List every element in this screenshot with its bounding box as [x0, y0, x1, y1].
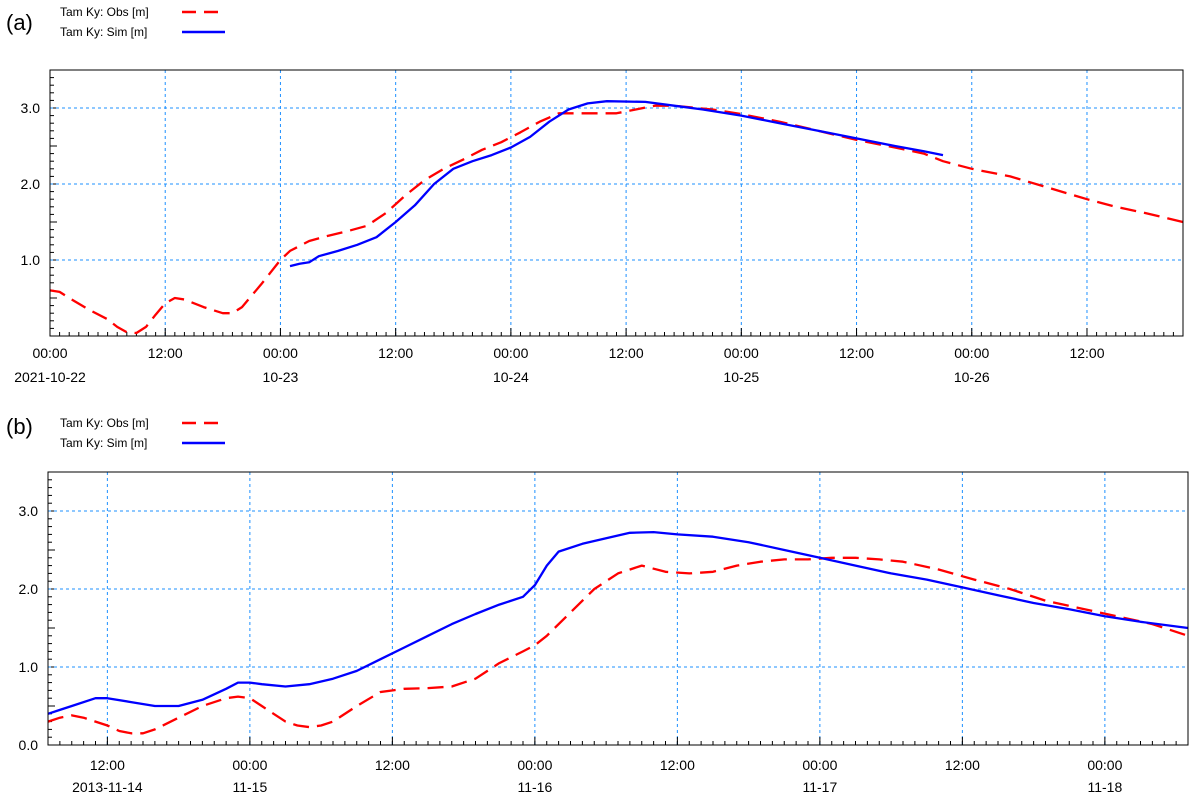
x-tick-date-label: 2021-10-22: [14, 369, 86, 385]
series-line-obs: [49, 104, 1184, 335]
y-tick-label: 3.0: [21, 100, 41, 116]
panel-label: (b): [6, 414, 33, 439]
x-tick-label: 00:00: [493, 345, 528, 361]
x-tick-label: 12:00: [90, 757, 125, 773]
plot-area: [47, 471, 1189, 746]
x-tick-date-label: 10-23: [263, 369, 299, 385]
panel-label: (a): [6, 10, 33, 35]
x-tick-date-label: 11-16: [517, 779, 552, 795]
chart-panel-b: (b) Tam Ky: Obs [m] Tam Ky: Sim [m] 12:00 20…: [6, 414, 1189, 795]
x-tick-label: 12:00: [945, 757, 980, 773]
legend-entry-label: Tam Ky: Obs [m]: [60, 416, 149, 430]
x-tick-label: 12:00: [660, 757, 695, 773]
y-tick-label: 1.0: [21, 252, 41, 268]
x-tick-label: 12:00: [148, 345, 183, 361]
series-line-obs: [47, 556, 1189, 735]
x-tick-label: 12:00: [378, 345, 413, 361]
x-tick-label: 12:00: [1069, 345, 1104, 361]
plot-frame: [49, 69, 1184, 337]
x-tick-label: 00:00: [517, 757, 552, 773]
legend-entry-label: Tam Ky: Obs [m]: [60, 5, 149, 19]
x-tick-date-label: 10-25: [723, 369, 759, 385]
x-tick-label: 00:00: [724, 345, 759, 361]
x-tick-date-label: 11-15: [232, 779, 267, 795]
y-tick-label: 3.0: [19, 503, 39, 519]
legend-entry-label: Tam Ky: Sim [m]: [60, 436, 147, 450]
plot-frame: [47, 471, 1189, 746]
y-tick-label: 1.0: [19, 659, 39, 675]
x-tick-date-label: 11-18: [1087, 779, 1122, 795]
x-tick-date-label: 10-26: [954, 369, 990, 385]
x-tick-label: 00:00: [954, 345, 989, 361]
plot-area: [49, 69, 1184, 337]
legend-entry-label: Tam Ky: Sim [m]: [60, 25, 147, 39]
y-tick-label: 2.0: [19, 581, 39, 597]
x-tick-label: 12:00: [609, 345, 644, 361]
x-tick-label: 00:00: [1087, 757, 1122, 773]
x-tick-label: 12:00: [375, 757, 410, 773]
y-tick-label: 2.0: [21, 176, 41, 192]
x-tick-label: 00:00: [263, 345, 298, 361]
series-line-sim: [47, 530, 1189, 715]
x-tick-date-label: 11-17: [802, 779, 837, 795]
x-tick-label: 00:00: [802, 757, 837, 773]
x-tick-label: 00:00: [32, 345, 67, 361]
series-line-sim: [289, 100, 944, 268]
x-tick-label: 12:00: [839, 345, 874, 361]
x-tick-date-label: 10-24: [493, 369, 529, 385]
chart-panel-a: (a) Tam Ky: Obs [m] Tam Ky: Sim [m] 00:00 20…: [6, 5, 1184, 385]
x-tick-date-label: 2013-11-14: [72, 779, 143, 795]
x-tick-label: 00:00: [232, 757, 267, 773]
y-tick-label: 0.0: [19, 737, 39, 753]
